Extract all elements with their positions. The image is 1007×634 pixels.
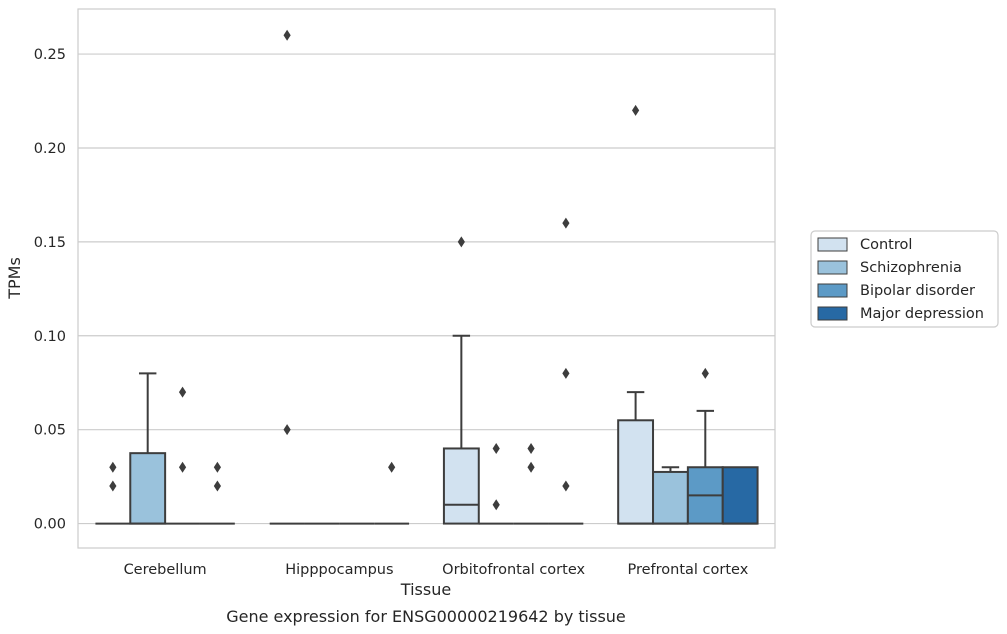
- y-tick-label: 0.00: [34, 517, 66, 533]
- outlier-point: [632, 104, 640, 116]
- legend-label: Major depression: [860, 306, 984, 322]
- x-axis-label: Tissue: [400, 580, 451, 599]
- box-body: [652, 470, 689, 525]
- x-tick-label: Cerebellum: [124, 562, 207, 578]
- box-3-1: [652, 466, 689, 525]
- box-3-3: [721, 466, 759, 525]
- y-tick-label: 0.05: [34, 423, 66, 439]
- y-tick-label: 0.10: [34, 329, 66, 345]
- box-2-1: [478, 442, 514, 525]
- outlier-point: [178, 461, 187, 473]
- y-tick-label: 0.15: [34, 235, 66, 251]
- box-0-3: [199, 461, 235, 525]
- outlier-point: [527, 442, 535, 454]
- outlier-point: [283, 424, 291, 436]
- box-0-0: [95, 461, 131, 525]
- legend-swatch: [817, 283, 848, 298]
- outlier-point: [701, 367, 709, 379]
- outlier-point: [562, 480, 570, 492]
- x-axis-ticks: Cerebellum Hipppocampus Orbitofrontal cort…: [124, 562, 749, 578]
- box-2-0: [442, 236, 480, 525]
- legend-label: Control: [860, 237, 912, 253]
- legend-swatch: [817, 260, 848, 275]
- box-1-0: [269, 29, 305, 525]
- outlier-point: [457, 236, 465, 248]
- legend: Control Schizophrenia Bipolar disorder Majo…: [810, 230, 999, 328]
- box-plots: [95, 29, 759, 525]
- outlier-point: [388, 461, 396, 473]
- legend-label: Bipolar disorder: [860, 283, 975, 299]
- plot-area: [78, 9, 775, 548]
- legend-swatch: [817, 306, 848, 321]
- box-0-1: [129, 372, 167, 525]
- y-tick-label: 0.25: [34, 47, 66, 63]
- box-2-3: [548, 217, 584, 525]
- outlier-point: [109, 461, 117, 473]
- outlier-point: [283, 29, 291, 41]
- y-axis-ticks: 0.00 0.05 0.10 0.15 0.20 0.25: [34, 47, 66, 533]
- box-body: [617, 419, 655, 525]
- x-tick-label: Hipppocampus: [285, 562, 393, 578]
- y-tick-label: 0.20: [34, 141, 66, 157]
- y-axis-label: TPMs: [5, 257, 24, 300]
- legend-swatch: [817, 237, 848, 252]
- legend-frame: [810, 230, 999, 328]
- box-body: [129, 452, 167, 525]
- x-tick-label: Prefrontal cortex: [627, 562, 748, 578]
- box-body: [442, 447, 480, 525]
- outlier-point: [109, 480, 117, 492]
- box-2-2: [513, 442, 549, 525]
- box-1-3: [374, 461, 410, 525]
- box-body: [721, 466, 759, 525]
- outlier-point: [213, 480, 221, 492]
- outlier-point: [492, 499, 500, 511]
- outlier-point: [492, 442, 500, 454]
- x-tick-label: Orbitofrontal cortex: [442, 562, 585, 578]
- outlier-point: [527, 461, 535, 473]
- outlier-point: [562, 367, 570, 379]
- box-0-2: [165, 386, 200, 525]
- plot-frame: [77, 8, 776, 549]
- outlier-point: [178, 386, 187, 398]
- outlier-point: [213, 461, 221, 473]
- outlier-point: [562, 217, 570, 229]
- legend-label: Schizophrenia: [860, 260, 962, 276]
- chart-title: Gene expression for ENSG00000219642 by t…: [226, 607, 626, 626]
- box-3-0: [617, 104, 655, 525]
